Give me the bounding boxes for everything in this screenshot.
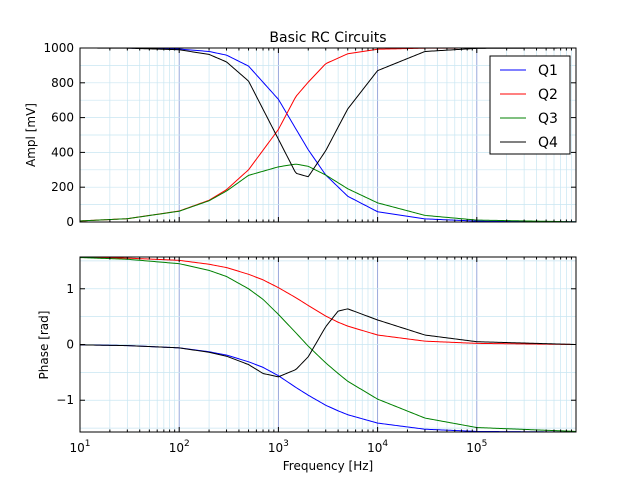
x-tick-label: 101 [69,439,90,455]
x-tick-label: 102 [169,439,190,455]
y-tick-label: 400 [51,145,74,159]
legend-label-q4: Q4 [538,135,558,151]
series-line-q3 [79,257,577,432]
phase-panel: −1 0 1 101 102 103 104 105 Phase [rad] Frequency … [37,256,577,473]
axes-frame [79,47,577,223]
series-line-q1 [80,47,577,223]
y-tick-label: 1000 [43,41,74,55]
y-tick-label: 200 [51,180,74,194]
series-line-q4 [79,308,577,378]
series-line-q3 [79,163,577,223]
x-tick-label: 105 [466,439,487,455]
x-tick-label: 103 [268,439,289,455]
x-axis-label: Frequency [Hz] [283,459,374,473]
amplitude-panel: 0 200 400 600 800 1000 Q1 Q2 Q3 Q4 Basic RC Circui… [24,30,577,229]
legend-label-q1: Q1 [538,63,558,79]
series-line-q2 [79,256,577,345]
y-tick-label: 1 [66,282,74,296]
legend-label-q3: Q3 [538,111,558,127]
legend-box [489,55,571,155]
phase-y-axis-label: Phase [rad] [37,311,51,380]
y-tick-label: 800 [51,76,74,90]
y-tick-label: 600 [51,111,74,125]
amplitude-y-axis-label: Ampl [mV] [24,103,38,167]
y-tick-label: 0 [66,338,74,352]
legend-label-q2: Q2 [538,87,558,103]
y-tick-label: −1 [56,393,74,407]
chart-title: Basic RC Circuits [269,30,386,46]
legend: Q1 Q2 Q3 Q4 [489,55,571,155]
y-tick-label: 0 [66,215,74,229]
x-tick-label: 104 [367,439,388,455]
